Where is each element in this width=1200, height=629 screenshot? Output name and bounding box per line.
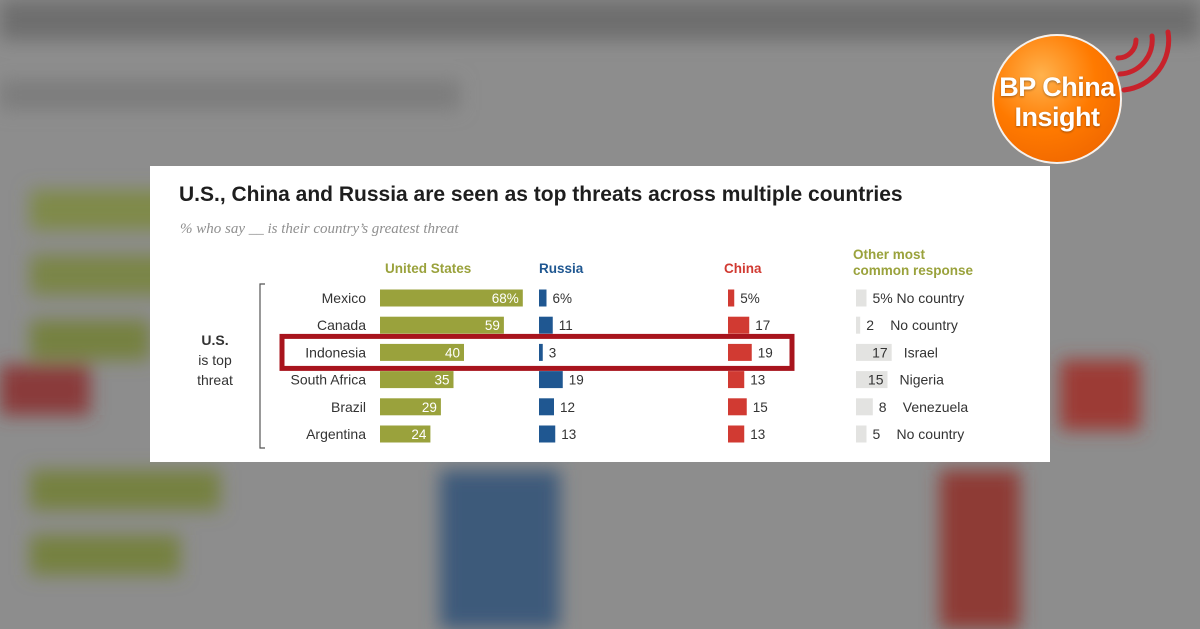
bar-china	[728, 425, 745, 443]
logo-text-line1: BP China	[999, 72, 1115, 102]
data-label-other: 17	[872, 344, 888, 360]
highlight-box	[279, 333, 795, 371]
other-response-name: Nigeria	[900, 372, 945, 388]
bar-us	[380, 371, 454, 389]
bar-other	[856, 425, 867, 443]
logo-text-line2: Insight	[1014, 102, 1101, 132]
data-label-china: 15	[753, 400, 768, 415]
data-label-other: 5%	[873, 290, 893, 306]
other-header-line2: common response	[853, 263, 974, 278]
bar-russia	[539, 316, 553, 334]
bar-other	[856, 398, 873, 416]
other-response-name: No country	[897, 290, 965, 306]
data-label-other: 15	[868, 372, 884, 388]
data-label-russia: 12	[560, 400, 575, 415]
bar-us	[380, 425, 431, 443]
bar-other	[856, 371, 888, 389]
data-label-russia: 6%	[553, 291, 573, 306]
group-label-line1: U.S.	[201, 332, 228, 348]
category-label: South Africa	[291, 372, 367, 388]
chart-card: U.S., China and Russia are seen as top t…	[150, 166, 1050, 462]
category-label: Argentina	[306, 426, 366, 442]
bar-china	[728, 289, 735, 307]
bar-russia	[539, 398, 554, 416]
bar-other	[856, 343, 892, 361]
data-label-russia: 11	[559, 318, 573, 333]
group-label-line2: is top	[198, 352, 232, 368]
bar-other	[856, 289, 867, 307]
bar-russia	[539, 371, 563, 389]
data-label-china: 17	[755, 318, 770, 333]
other-header-line1: Other most	[853, 247, 926, 262]
data-label-other: 2	[866, 317, 874, 333]
chart-subtitle: % who say __ is their country’s greatest…	[180, 221, 459, 237]
bar-us	[380, 398, 441, 416]
other-response-name: No country	[897, 426, 965, 442]
bar-us	[380, 316, 504, 334]
other-response-name: No country	[890, 317, 958, 333]
bar-russia	[539, 343, 543, 361]
category-label: Brazil	[331, 399, 366, 415]
data-label-china: 13	[750, 427, 765, 442]
bar-china	[728, 343, 752, 361]
data-label-us: 68%	[492, 291, 519, 306]
brand-logo: BP China Insight	[992, 34, 1122, 164]
data-label-china: 19	[758, 345, 773, 360]
category-label: Mexico	[322, 290, 367, 306]
group-label-line3: threat	[197, 372, 233, 388]
bar-china	[728, 371, 745, 389]
bar-russia	[539, 289, 547, 307]
data-label-russia: 13	[561, 427, 576, 442]
other-response-name: Israel	[904, 344, 938, 360]
series-header-china: China	[724, 261, 762, 276]
data-label-us: 40	[445, 345, 460, 360]
data-label-russia: 3	[549, 345, 557, 360]
data-label-other: 8	[879, 399, 887, 415]
group-bracket	[259, 283, 265, 449]
bar-china	[728, 316, 750, 334]
category-label: Indonesia	[305, 344, 366, 360]
data-label-us: 59	[485, 318, 500, 333]
data-label-china: 13	[750, 373, 765, 388]
chart-title: U.S., China and Russia are seen as top t…	[179, 183, 903, 206]
series-header-us: United States	[385, 261, 471, 276]
category-label: Canada	[317, 317, 366, 333]
data-label-russia: 19	[569, 373, 584, 388]
bar-russia	[539, 425, 556, 443]
bar-other	[856, 316, 861, 334]
bar-china	[728, 398, 747, 416]
bar-chart: United States Russia China Other mostcommon…	[197, 247, 974, 449]
other-response-name: Venezuela	[903, 399, 969, 415]
bar-us	[380, 289, 523, 307]
bar-us	[380, 343, 464, 361]
data-label-china: 5%	[740, 291, 760, 306]
broadcast-waves-icon	[1115, 29, 1172, 93]
data-label-us: 29	[422, 400, 437, 415]
data-label-us: 35	[434, 373, 449, 388]
data-label-other: 5	[873, 426, 881, 442]
series-header-russia: Russia	[539, 261, 584, 276]
data-label-us: 24	[411, 427, 427, 442]
